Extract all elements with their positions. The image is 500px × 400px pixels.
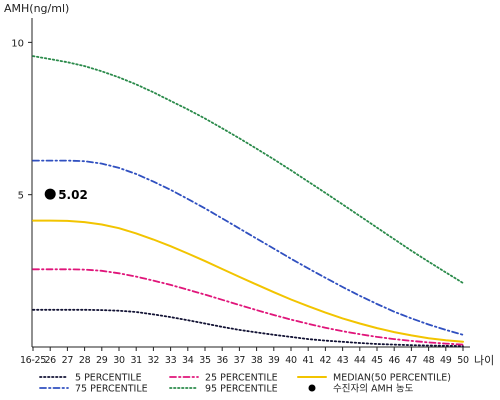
x-tick-label: 47: [406, 355, 418, 366]
x-tick-label: 44: [354, 355, 366, 366]
legend-marker-label: 수진자의 AMH 농도: [333, 384, 414, 395]
x-tick-label: 26: [44, 355, 56, 366]
x-tick-label: 28: [79, 355, 91, 366]
x-tick-label: 46: [388, 355, 400, 366]
x-tick-label: 50: [457, 355, 469, 366]
x-tick-label: 30: [113, 355, 125, 366]
x-tick-label: 49: [440, 355, 452, 366]
y-tick-label: 5: [18, 191, 24, 202]
series-line-0: [32, 308, 464, 348]
x-tick-label: 40: [285, 355, 297, 366]
x-tick-label: 34: [182, 355, 194, 366]
x-tick-label: 35: [199, 355, 211, 366]
legend-label-2: MEDIAN(50 PERCENTILE): [333, 373, 451, 384]
x-tick-label: 48: [423, 355, 435, 366]
x-tick-label: 43: [337, 355, 349, 366]
patient-amh-point: [44, 188, 56, 200]
x-tick-label: 39: [268, 355, 280, 366]
x-tick-label: 37: [234, 355, 246, 366]
series-line-4: [32, 55, 464, 284]
y-axis-title: AMH(ng/ml): [4, 2, 70, 15]
series-line-1: [32, 268, 464, 346]
x-axis-title: 나이: [474, 354, 494, 367]
legend-label-0: 5 PERCENTILE: [75, 373, 142, 384]
x-tick-label: 42: [320, 355, 332, 366]
x-tick-label: 16-25: [20, 355, 46, 366]
series-line-2: [32, 219, 464, 343]
x-tick-label: 45: [371, 355, 383, 366]
x-tick-label: 27: [62, 355, 74, 366]
y-tick-label: 10: [11, 38, 24, 49]
x-tick-label: 29: [96, 355, 108, 366]
legend-label-4: 95 PERCENTILE: [205, 384, 278, 395]
x-tick-label: 31: [130, 355, 142, 366]
x-tick-label: 33: [165, 355, 177, 366]
patient-amh-label: 5.02: [58, 188, 88, 202]
series-line-3: [32, 159, 464, 336]
x-tick-label: 32: [148, 355, 160, 366]
legend-label-3: 75 PERCENTILE: [75, 384, 148, 395]
legend-label-1: 25 PERCENTILE: [205, 373, 278, 384]
x-tick-label: 36: [216, 355, 228, 366]
x-tick-label: 41: [302, 355, 314, 366]
x-tick-label: 38: [251, 355, 263, 366]
legend-marker-dot: [308, 384, 316, 392]
